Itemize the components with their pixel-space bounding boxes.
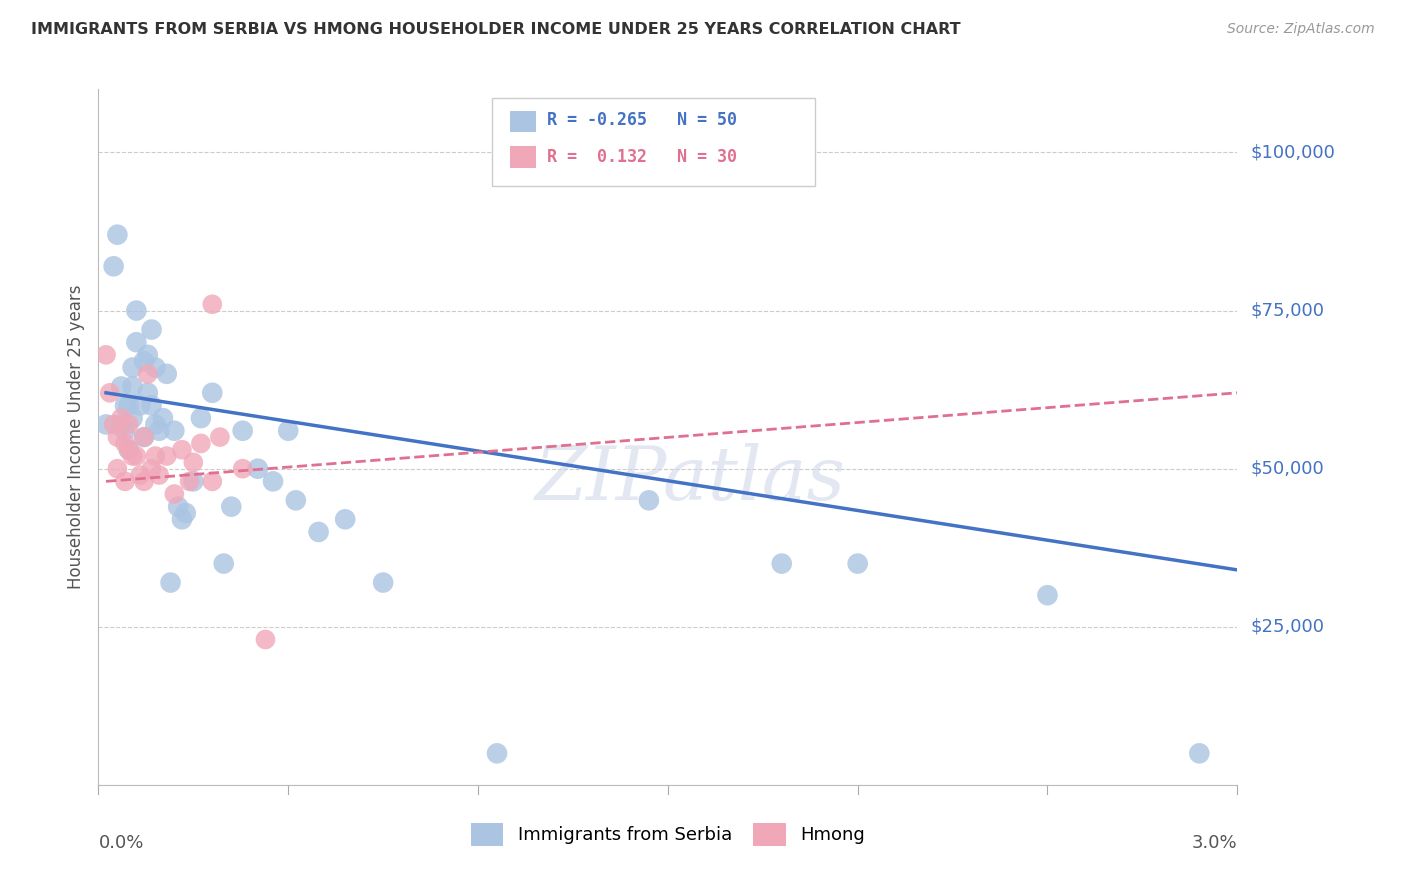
Text: R = -0.265   N = 50: R = -0.265 N = 50	[547, 112, 737, 129]
Point	[121, 360, 143, 375]
Point	[118, 399, 141, 413]
Point	[232, 424, 254, 438]
Text: 3.0%: 3.0%	[1192, 834, 1237, 852]
Text: $100,000: $100,000	[1251, 144, 1336, 161]
Point	[141, 399, 163, 413]
Point	[190, 436, 212, 450]
Point	[179, 475, 201, 489]
Point	[110, 417, 132, 432]
Text: ZIPatlas: ZIPatlas	[536, 442, 846, 515]
Point	[125, 303, 148, 318]
Point	[132, 430, 155, 444]
Point	[107, 461, 129, 475]
Legend: Immigrants from Serbia, Hmong: Immigrants from Serbia, Hmong	[471, 823, 865, 846]
Point	[770, 557, 793, 571]
Point	[183, 475, 205, 489]
Point	[148, 424, 170, 438]
Point	[170, 442, 193, 457]
Point	[212, 557, 235, 571]
Point	[132, 475, 155, 489]
Point	[232, 461, 254, 475]
Point	[208, 430, 231, 444]
Point	[136, 385, 159, 400]
Point	[167, 500, 190, 514]
Point	[637, 493, 661, 508]
Point	[145, 449, 166, 463]
Point	[183, 455, 205, 469]
Point	[141, 322, 163, 336]
Point	[145, 360, 166, 375]
Point	[136, 367, 159, 381]
Text: 0.0%: 0.0%	[98, 834, 143, 852]
Text: IMMIGRANTS FROM SERBIA VS HMONG HOUSEHOLDER INCOME UNDER 25 YEARS CORRELATION CH: IMMIGRANTS FROM SERBIA VS HMONG HOUSEHOL…	[31, 22, 960, 37]
Point	[114, 475, 136, 489]
Point	[284, 493, 307, 508]
Y-axis label: Householder Income Under 25 years: Householder Income Under 25 years	[66, 285, 84, 590]
Point	[308, 524, 330, 539]
Point	[132, 430, 155, 444]
Point	[846, 557, 869, 571]
Point	[121, 379, 143, 393]
Point	[141, 461, 163, 475]
Point	[114, 424, 136, 438]
Point	[114, 436, 136, 450]
Point	[1036, 588, 1059, 602]
Point	[156, 367, 179, 381]
Point	[254, 632, 277, 647]
Point	[121, 411, 143, 425]
Point	[156, 449, 179, 463]
Point	[125, 335, 148, 350]
Point	[107, 430, 129, 444]
Point	[190, 411, 212, 425]
Text: $75,000: $75,000	[1251, 301, 1324, 319]
Point	[110, 379, 132, 393]
Point	[1188, 747, 1211, 761]
Point	[335, 512, 357, 526]
Point	[159, 575, 181, 590]
Point	[118, 417, 141, 432]
Point	[94, 348, 117, 362]
Point	[110, 411, 132, 425]
Point	[114, 399, 136, 413]
Point	[152, 411, 174, 425]
Text: R =  0.132   N = 30: R = 0.132 N = 30	[547, 148, 737, 166]
Point	[145, 417, 166, 432]
Point	[129, 399, 152, 413]
Point	[121, 449, 143, 463]
Point	[163, 487, 186, 501]
Point	[277, 424, 299, 438]
Text: Source: ZipAtlas.com: Source: ZipAtlas.com	[1227, 22, 1375, 37]
Point	[118, 442, 141, 457]
Point	[201, 385, 224, 400]
Point	[174, 506, 197, 520]
Point	[132, 354, 155, 368]
Point	[107, 227, 129, 242]
Point	[371, 575, 394, 590]
Point	[129, 468, 152, 483]
Point	[170, 512, 193, 526]
Point	[219, 500, 243, 514]
Point	[98, 385, 121, 400]
Point	[163, 424, 186, 438]
Point	[118, 442, 141, 457]
Point	[125, 449, 148, 463]
Point	[486, 747, 509, 761]
Point	[201, 475, 224, 489]
Point	[136, 348, 159, 362]
Point	[94, 417, 117, 432]
Point	[148, 468, 170, 483]
Text: $50,000: $50,000	[1251, 459, 1324, 478]
Point	[201, 297, 224, 311]
Point	[262, 475, 284, 489]
Point	[103, 417, 125, 432]
Point	[103, 260, 125, 274]
Text: $25,000: $25,000	[1251, 618, 1324, 636]
Point	[246, 461, 269, 475]
